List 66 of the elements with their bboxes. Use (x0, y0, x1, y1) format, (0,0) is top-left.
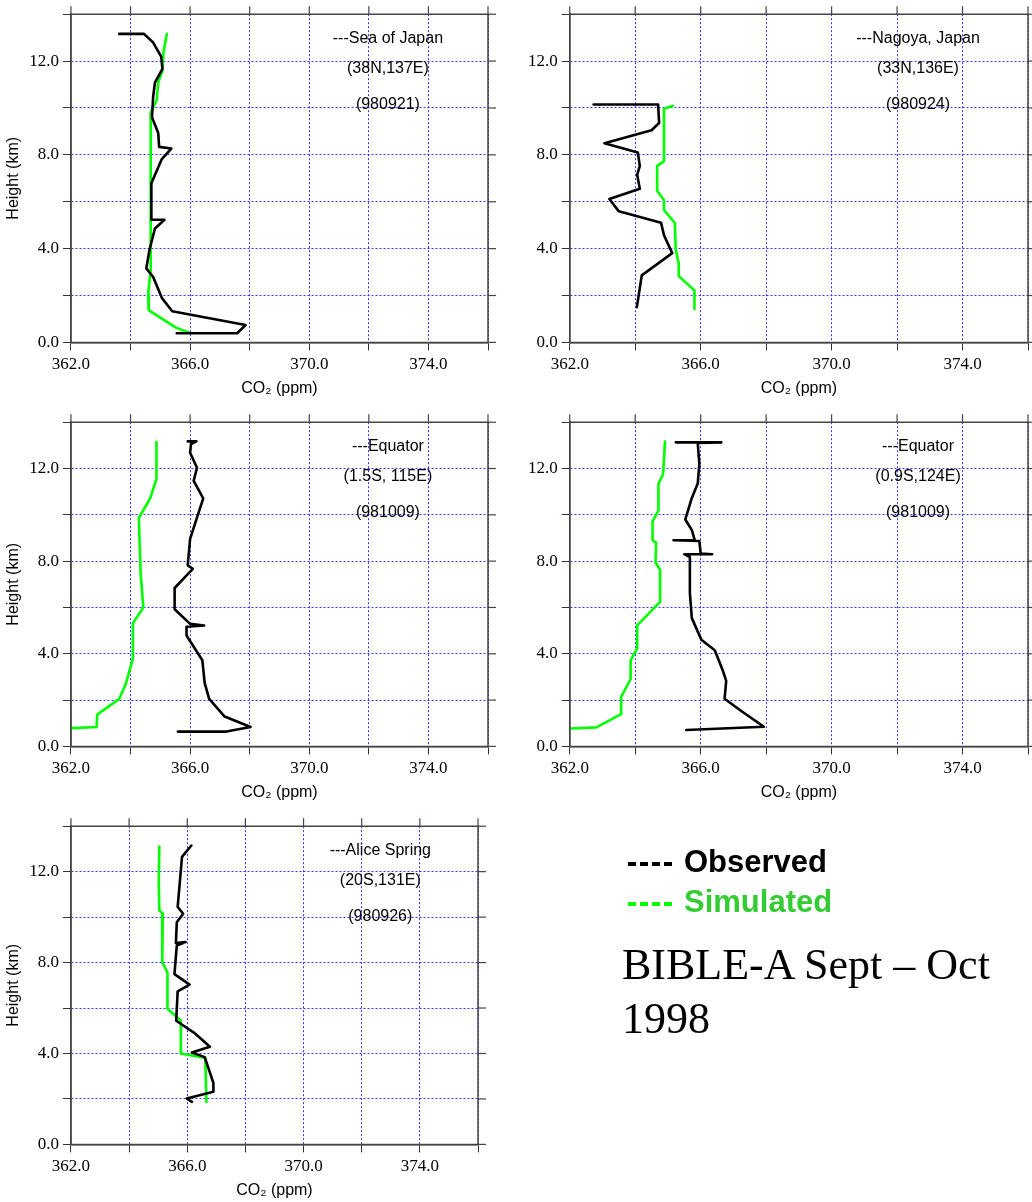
annotation: (20S,131E) (339, 870, 421, 888)
x-tick-label: 366.0 (681, 354, 720, 374)
legend-label: Simulated (684, 884, 833, 919)
x-tick-label: 366.0 (681, 758, 720, 778)
annotation: (980924) (886, 94, 951, 112)
y-axis-title: Height (km) (4, 136, 22, 220)
y-tick-label: 12.0 (29, 50, 59, 70)
y-tick-label: 0.0 (536, 735, 558, 755)
annotation: ---Nagoya, Japan (856, 28, 980, 46)
x-tick-label: 374.0 (943, 758, 982, 778)
y-tick-label: 12.0 (528, 457, 558, 477)
y-tick-label: 8.0 (37, 550, 59, 570)
y-axis-title: Height (km) (4, 542, 22, 626)
y-tick-label: 8.0 (37, 952, 59, 972)
y-tick-label: 12.0 (29, 861, 59, 881)
y-tick-label: 0.0 (536, 331, 558, 351)
x-tick-label: 370.0 (812, 758, 851, 778)
x-tick-label: 370.0 (284, 1156, 323, 1176)
x-axis-title: CO₂ (ppm) (760, 378, 838, 396)
x-tick-label: 370.0 (290, 758, 329, 778)
y-tick-label: 4.0 (536, 643, 558, 663)
annotation: ---Sea of Japan (332, 28, 444, 46)
annotation: ---Equator (882, 436, 955, 454)
annotation: ---Equator (351, 436, 425, 454)
annotation: (980921) (355, 94, 420, 112)
x-tick-label: 374.0 (943, 354, 982, 374)
legend-label: Observed (684, 844, 828, 879)
x-tick-label: 370.0 (812, 354, 851, 374)
y-tick-label: 0.0 (37, 331, 59, 351)
x-tick-label: 362.0 (51, 354, 91, 374)
y-tick-label: 12.0 (528, 50, 558, 70)
annotation: (33N,136E) (877, 58, 959, 76)
annotation: ---Alice Spring (329, 840, 431, 858)
x-axis-title: CO₂ (ppm) (760, 782, 838, 800)
annotation: (981009) (886, 502, 951, 520)
y-tick-label: 8.0 (536, 144, 558, 164)
x-tick-label: 362.0 (550, 758, 589, 778)
x-axis-title: CO₂ (ppm) (241, 378, 318, 396)
annotation: (980926) (348, 906, 413, 924)
y-tick-label: 8.0 (536, 550, 558, 570)
y-tick-label: 4.0 (37, 238, 59, 258)
y-axis-title: Height (km) (4, 943, 22, 1027)
x-tick-label: 362.0 (550, 354, 589, 374)
x-tick-label: 362.0 (51, 1156, 91, 1176)
annotation: (1.5S, 115E) (343, 466, 433, 484)
x-tick-label: 374.0 (400, 1156, 439, 1176)
annotation: (981009) (355, 502, 420, 520)
y-tick-label: 12.0 (29, 457, 59, 477)
x-tick-label: 366.0 (168, 1156, 207, 1176)
x-tick-label: 370.0 (290, 354, 329, 374)
y-tick-label: 0.0 (37, 1133, 59, 1153)
x-axis-title: CO₂ (ppm) (241, 782, 318, 800)
y-tick-label: 4.0 (536, 238, 558, 258)
x-tick-label: 374.0 (409, 354, 448, 374)
y-tick-label: 4.0 (37, 1042, 59, 1062)
annotation: (0.9S,124E) (875, 466, 961, 484)
x-tick-label: 362.0 (51, 758, 91, 778)
text: BIBLE-A Sept – Oct 1998 (622, 939, 991, 1045)
x-tick-label: 374.0 (409, 758, 448, 778)
y-tick-label: 8.0 (37, 144, 59, 164)
y-tick-label: 4.0 (37, 643, 59, 663)
x-tick-label: 366.0 (170, 354, 210, 374)
x-tick-label: 366.0 (170, 758, 210, 778)
annotation: (38N,137E) (346, 58, 429, 76)
y-tick-label: 0.0 (37, 735, 59, 755)
x-axis-title: CO₂ (ppm) (236, 1180, 313, 1198)
